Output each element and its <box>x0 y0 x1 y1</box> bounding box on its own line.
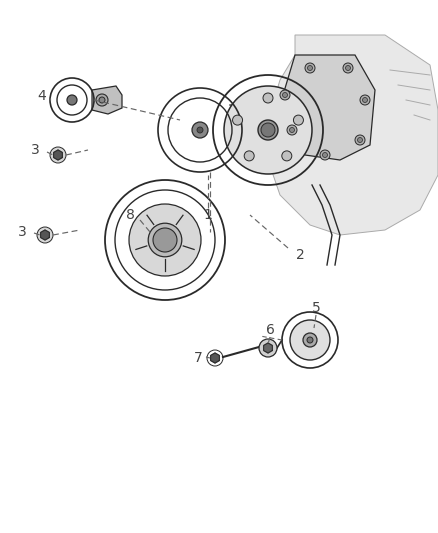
Circle shape <box>357 138 363 142</box>
Circle shape <box>233 115 243 125</box>
Text: 7: 7 <box>194 351 202 365</box>
Circle shape <box>283 93 287 98</box>
Circle shape <box>290 127 294 133</box>
Text: 6: 6 <box>265 323 275 337</box>
Circle shape <box>197 127 203 133</box>
Circle shape <box>355 135 365 145</box>
Text: 3: 3 <box>31 143 39 157</box>
Circle shape <box>363 98 367 102</box>
Circle shape <box>67 95 77 105</box>
Circle shape <box>153 228 177 252</box>
Polygon shape <box>264 343 272 353</box>
Circle shape <box>346 66 350 70</box>
Circle shape <box>293 115 304 125</box>
Circle shape <box>303 333 317 347</box>
Circle shape <box>96 94 108 106</box>
Polygon shape <box>283 55 375 160</box>
Circle shape <box>37 227 53 243</box>
Circle shape <box>192 122 208 138</box>
Circle shape <box>307 337 313 343</box>
Circle shape <box>322 152 328 157</box>
Circle shape <box>129 204 201 276</box>
Text: 2: 2 <box>296 248 304 262</box>
Circle shape <box>307 66 312 70</box>
Text: 4: 4 <box>38 89 46 103</box>
Circle shape <box>305 63 315 73</box>
Circle shape <box>148 223 182 257</box>
Circle shape <box>224 86 312 174</box>
Text: 5: 5 <box>311 301 320 315</box>
Text: 1: 1 <box>204 208 212 222</box>
Polygon shape <box>41 230 49 240</box>
Polygon shape <box>268 35 438 235</box>
Circle shape <box>287 125 297 135</box>
Circle shape <box>99 97 105 103</box>
Circle shape <box>259 339 277 357</box>
Circle shape <box>320 150 330 160</box>
Polygon shape <box>92 86 122 114</box>
Circle shape <box>261 123 275 137</box>
Circle shape <box>263 93 273 103</box>
Circle shape <box>50 147 66 163</box>
Text: 8: 8 <box>126 208 134 222</box>
Circle shape <box>244 151 254 161</box>
Circle shape <box>290 320 330 360</box>
Circle shape <box>280 90 290 100</box>
Text: 3: 3 <box>18 225 26 239</box>
Circle shape <box>282 151 292 161</box>
Circle shape <box>343 63 353 73</box>
Circle shape <box>360 95 370 105</box>
Polygon shape <box>211 353 219 363</box>
Polygon shape <box>54 150 62 160</box>
Circle shape <box>258 120 278 140</box>
